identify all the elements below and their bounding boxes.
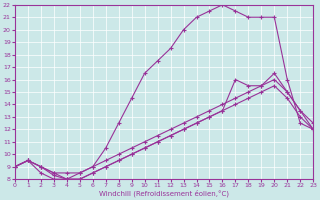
X-axis label: Windchill (Refroidissement éolien,°C): Windchill (Refroidissement éolien,°C) — [99, 190, 229, 197]
